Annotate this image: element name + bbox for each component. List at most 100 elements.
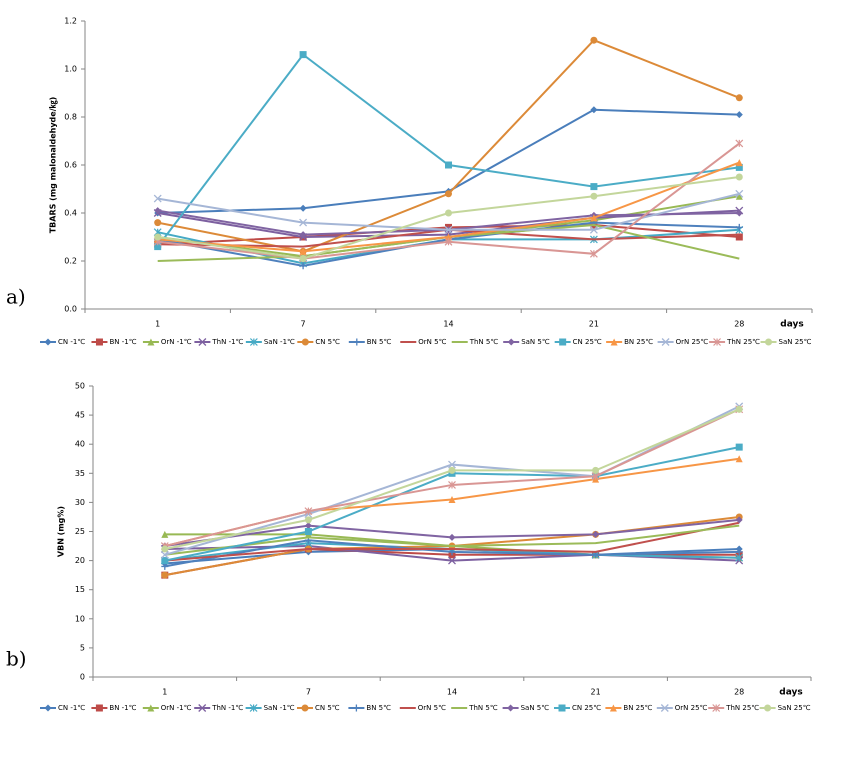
marker bbox=[147, 338, 155, 346]
marker bbox=[299, 51, 307, 59]
y-tick-label: 45 bbox=[75, 411, 85, 420]
y-tick-label: 0 bbox=[80, 673, 85, 682]
marker bbox=[559, 338, 567, 346]
marker bbox=[44, 704, 52, 712]
panel-label: a) bbox=[6, 285, 26, 309]
marker bbox=[735, 94, 743, 102]
marker bbox=[448, 481, 456, 489]
y-tick-label: 35 bbox=[75, 469, 85, 478]
marker bbox=[445, 161, 452, 169]
line bbox=[156, 53, 740, 248]
marker bbox=[445, 233, 452, 241]
y-axis-label: VBN (mg%) bbox=[57, 506, 66, 557]
legend-label: OrN 5℃ bbox=[418, 704, 446, 712]
x-tick-label: 28 bbox=[734, 320, 744, 329]
legend-label: SaN -1℃ bbox=[264, 704, 295, 712]
marker bbox=[448, 533, 456, 541]
legend-label: CN 25℃ bbox=[573, 338, 602, 346]
marker bbox=[735, 192, 743, 200]
legend-label: ThN -1℃ bbox=[211, 338, 243, 346]
marker bbox=[735, 189, 744, 198]
marker bbox=[301, 704, 309, 712]
marker bbox=[735, 455, 743, 463]
marker bbox=[304, 516, 312, 524]
series bbox=[164, 524, 740, 556]
legend-label: BN -1℃ bbox=[109, 704, 136, 712]
line bbox=[164, 524, 740, 556]
marker bbox=[445, 209, 452, 217]
marker bbox=[444, 237, 453, 246]
series bbox=[164, 521, 740, 562]
marker bbox=[735, 405, 743, 413]
legend-label: SaN 25℃ bbox=[779, 338, 812, 346]
marker bbox=[153, 194, 162, 203]
marker bbox=[735, 209, 743, 217]
y-tick-label: 5 bbox=[80, 643, 85, 652]
y-tick-label: 0.4 bbox=[64, 209, 77, 218]
x-tick-label: 21 bbox=[589, 320, 599, 329]
marker bbox=[304, 522, 312, 530]
marker bbox=[735, 223, 743, 231]
legend-label: ThN -1℃ bbox=[211, 704, 243, 712]
legend-label: SaN 5℃ bbox=[521, 704, 550, 712]
marker bbox=[448, 466, 456, 474]
marker bbox=[610, 338, 618, 346]
marker bbox=[444, 225, 453, 234]
marker bbox=[660, 704, 669, 712]
y-tick-label: 0.2 bbox=[64, 257, 77, 266]
panel-label: b) bbox=[6, 647, 27, 671]
legend-label: ThN 25℃ bbox=[725, 704, 759, 712]
line bbox=[157, 39, 740, 253]
marker bbox=[445, 190, 452, 198]
marker bbox=[95, 338, 103, 346]
marker bbox=[299, 247, 307, 255]
x-axis-label: days bbox=[780, 320, 803, 330]
legend-label: OrN -1℃ bbox=[161, 704, 192, 712]
marker bbox=[299, 218, 308, 227]
legend-label: OrN -1℃ bbox=[161, 338, 192, 346]
y-tick-label: 20 bbox=[75, 556, 85, 565]
y-tick-label: 40 bbox=[75, 440, 85, 449]
marker bbox=[590, 192, 598, 200]
y-tick-label: 10 bbox=[75, 614, 85, 623]
marker bbox=[154, 243, 162, 251]
line bbox=[164, 408, 740, 548]
marker bbox=[249, 704, 258, 712]
marker bbox=[154, 219, 162, 227]
y-tick-label: 0.6 bbox=[64, 161, 77, 170]
marker bbox=[352, 704, 360, 712]
marker bbox=[735, 163, 743, 171]
legend-label: ThN 5℃ bbox=[468, 704, 498, 712]
marker bbox=[507, 338, 515, 346]
legend-label: CN -1℃ bbox=[58, 338, 85, 346]
series bbox=[154, 51, 743, 251]
legend-label: CN 5℃ bbox=[315, 338, 340, 346]
legend-label: CN 25℃ bbox=[572, 704, 601, 712]
marker bbox=[299, 262, 307, 270]
series bbox=[154, 173, 743, 263]
y-tick-label: 0.0 bbox=[64, 305, 77, 314]
marker bbox=[299, 231, 307, 239]
marker bbox=[160, 550, 169, 559]
y-tick-label: 15 bbox=[75, 585, 85, 594]
marker bbox=[448, 460, 456, 469]
y-tick-label: 0.8 bbox=[64, 113, 77, 122]
marker bbox=[765, 338, 773, 346]
series bbox=[161, 405, 743, 553]
marker bbox=[448, 556, 456, 565]
y-tick-label: 1.2 bbox=[64, 17, 77, 26]
legend-label: ThN 5℃ bbox=[469, 338, 499, 346]
line bbox=[157, 108, 740, 214]
marker bbox=[95, 704, 103, 712]
marker bbox=[735, 159, 743, 167]
marker bbox=[735, 111, 743, 119]
legend-label: SaN 5℃ bbox=[521, 338, 550, 346]
marker bbox=[735, 173, 743, 181]
marker bbox=[589, 249, 598, 258]
marker bbox=[301, 338, 309, 346]
marker bbox=[353, 338, 361, 346]
marker bbox=[661, 338, 670, 346]
legend-label: BN -1℃ bbox=[109, 338, 136, 346]
marker bbox=[590, 106, 598, 114]
marker bbox=[592, 530, 600, 538]
